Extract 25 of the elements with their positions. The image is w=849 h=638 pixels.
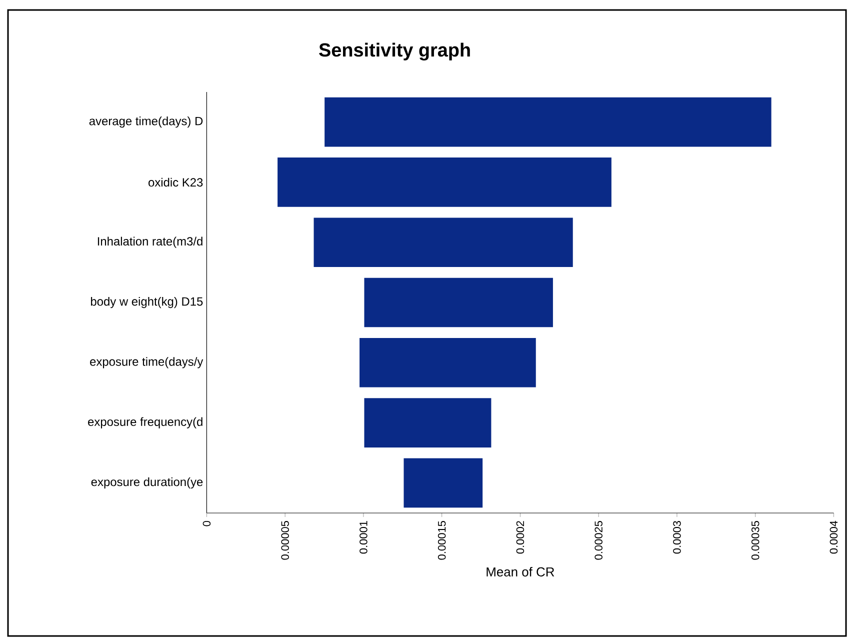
y-tick-label: exposure time(days/y [90, 357, 204, 368]
x-tick-label: 0.0004 [830, 520, 838, 554]
bar [278, 158, 612, 207]
bar [314, 218, 573, 268]
bar [360, 338, 536, 388]
x-tick-label: 0.00035 [751, 521, 760, 560]
y-tick-label: exposure frequency(d [88, 417, 202, 428]
chart-title: Sensitivity graph [319, 42, 470, 61]
y-tick-label: Inhalation rate(m3/d [98, 236, 202, 248]
bar [324, 97, 772, 147]
x-tick-label: 0.0003 [673, 521, 681, 554]
x-axis-title: Mean of CR [486, 566, 554, 576]
bar [364, 278, 553, 328]
bar [404, 458, 483, 508]
x-tick-label: 0 [202, 520, 211, 526]
x-tick-label: 0.0001 [360, 521, 368, 554]
bar [364, 398, 492, 448]
y-tick-label: oxidic K23 [148, 178, 203, 187]
y-tick-label: average time(days) D [89, 116, 203, 128]
x-tick-label: 0.00025 [594, 521, 602, 560]
y-tick-label: body w eight(kg) D15 [90, 296, 203, 308]
y-tick-label: exposure duration(ye [91, 477, 203, 489]
x-tick-label: 0.0002 [516, 521, 524, 554]
x-tick-label: 0.00005 [281, 521, 289, 560]
x-tick-label: 0.00015 [438, 521, 446, 560]
